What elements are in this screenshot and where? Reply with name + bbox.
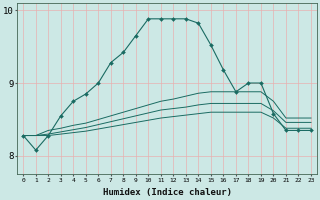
X-axis label: Humidex (Indice chaleur): Humidex (Indice chaleur) xyxy=(103,188,232,197)
